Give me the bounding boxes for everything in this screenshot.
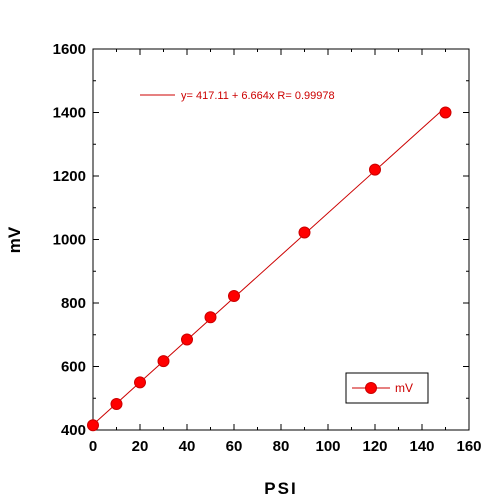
legend-label: mV	[395, 381, 413, 395]
y-tick-label: 1200	[53, 168, 86, 185]
x-tick-label: 160	[456, 438, 481, 455]
y-axis-ticks	[93, 48, 469, 431]
y-tick-label: 800	[61, 295, 86, 312]
x-tick-label: 60	[226, 438, 243, 455]
x-tick-label: 120	[362, 438, 387, 455]
x-axis-title: PSI	[264, 479, 297, 498]
fit-annotation: y= 417.11 + 6.664x R= 0.99978	[181, 90, 335, 102]
x-axis-ticks	[92, 49, 470, 430]
data-point	[134, 376, 146, 389]
data-point	[181, 333, 193, 346]
legend-swatch-marker	[365, 382, 377, 394]
y-tick-label: 600	[61, 359, 86, 376]
x-tick-label: 40	[179, 438, 196, 455]
data-point	[87, 419, 99, 432]
data-point	[439, 106, 452, 119]
x-tick-label: 100	[315, 438, 340, 455]
fit-line	[92, 106, 446, 425]
x-tick-label: 20	[132, 438, 149, 455]
data-point	[157, 355, 170, 368]
x-tick-label: 80	[273, 438, 290, 455]
data-point	[369, 163, 381, 176]
data-point	[204, 311, 217, 324]
y-tick-label: 1000	[53, 232, 86, 249]
data-point	[228, 290, 240, 303]
x-tick-label: 0	[89, 438, 97, 455]
data-point	[110, 397, 123, 410]
x-tick-label: 140	[409, 438, 434, 455]
y-axis-title: mV	[5, 226, 24, 253]
y-tick-label: 1400	[53, 105, 86, 122]
y-tick-label: 400	[61, 422, 86, 439]
legend: mV	[345, 372, 429, 404]
x-tick-labels: 0 20 40 60 80 100 120 140 160	[89, 438, 482, 455]
data-point	[298, 226, 311, 239]
y-tick-labels: 400 600 800 1000 1200 1400 1600	[53, 41, 86, 439]
y-tick-label: 1600	[53, 41, 86, 58]
data-points	[87, 106, 452, 432]
